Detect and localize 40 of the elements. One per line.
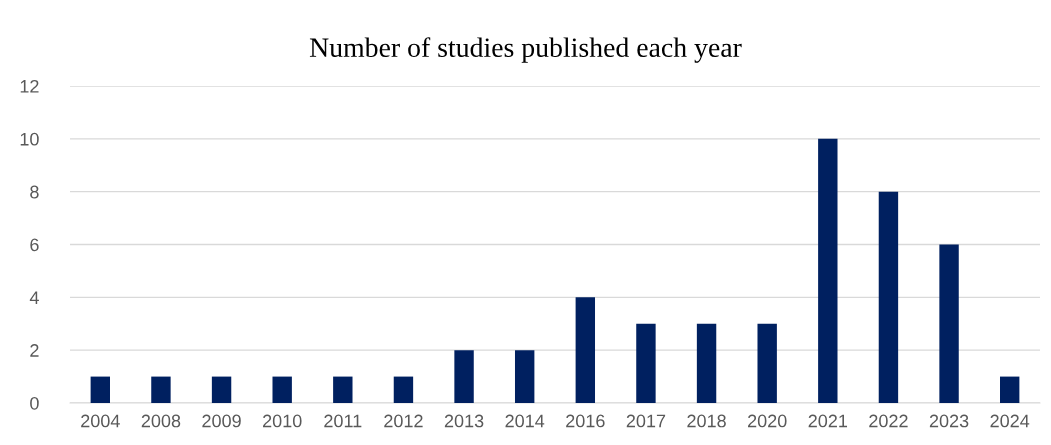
bar <box>939 244 959 403</box>
y-tick-label: 0 <box>30 396 39 410</box>
bar <box>757 323 777 403</box>
x-tick-label: 2009 <box>202 414 241 428</box>
bar <box>575 297 596 403</box>
y-tick-label: 10 <box>20 132 39 146</box>
x-tick-label: 2004 <box>81 414 120 428</box>
y-tick-label: 12 <box>20 79 39 93</box>
y-tick-label: 4 <box>29 291 39 304</box>
bar <box>696 323 717 403</box>
bar <box>272 376 292 403</box>
x-tick-label: 2021 <box>808 414 848 428</box>
x-tick-label: 2016 <box>566 414 605 428</box>
x-tick-label: 2024 <box>990 414 1030 428</box>
bar <box>211 376 232 403</box>
x-tick-label: 2008 <box>141 414 181 428</box>
bar <box>151 376 171 403</box>
bar <box>393 376 414 403</box>
x-tick-label: 2018 <box>687 414 726 428</box>
y-tick-label: 8 <box>30 185 39 199</box>
bar <box>636 323 656 403</box>
y-tick-label: 2 <box>30 344 39 357</box>
x-tick-label: 2014 <box>505 414 545 428</box>
x-tick-label: 2020 <box>748 414 787 428</box>
bar <box>454 350 474 403</box>
bar <box>514 350 535 403</box>
bar <box>333 376 353 403</box>
x-tick-label: 2010 <box>263 414 302 428</box>
bar <box>90 376 111 403</box>
x-tick-label: 2011 <box>324 414 362 428</box>
bar <box>999 376 1020 403</box>
bar <box>878 191 899 403</box>
y-tick-label: 6 <box>30 238 39 252</box>
bar <box>818 138 838 403</box>
x-tick-label: 2012 <box>384 414 423 428</box>
x-tick-label: 2022 <box>869 414 908 428</box>
x-tick-label: 2023 <box>929 414 969 428</box>
x-tick-label: 2013 <box>444 414 484 428</box>
chart-title: Number of studies published each year <box>309 37 742 63</box>
x-tick-label: 2017 <box>626 414 666 428</box>
